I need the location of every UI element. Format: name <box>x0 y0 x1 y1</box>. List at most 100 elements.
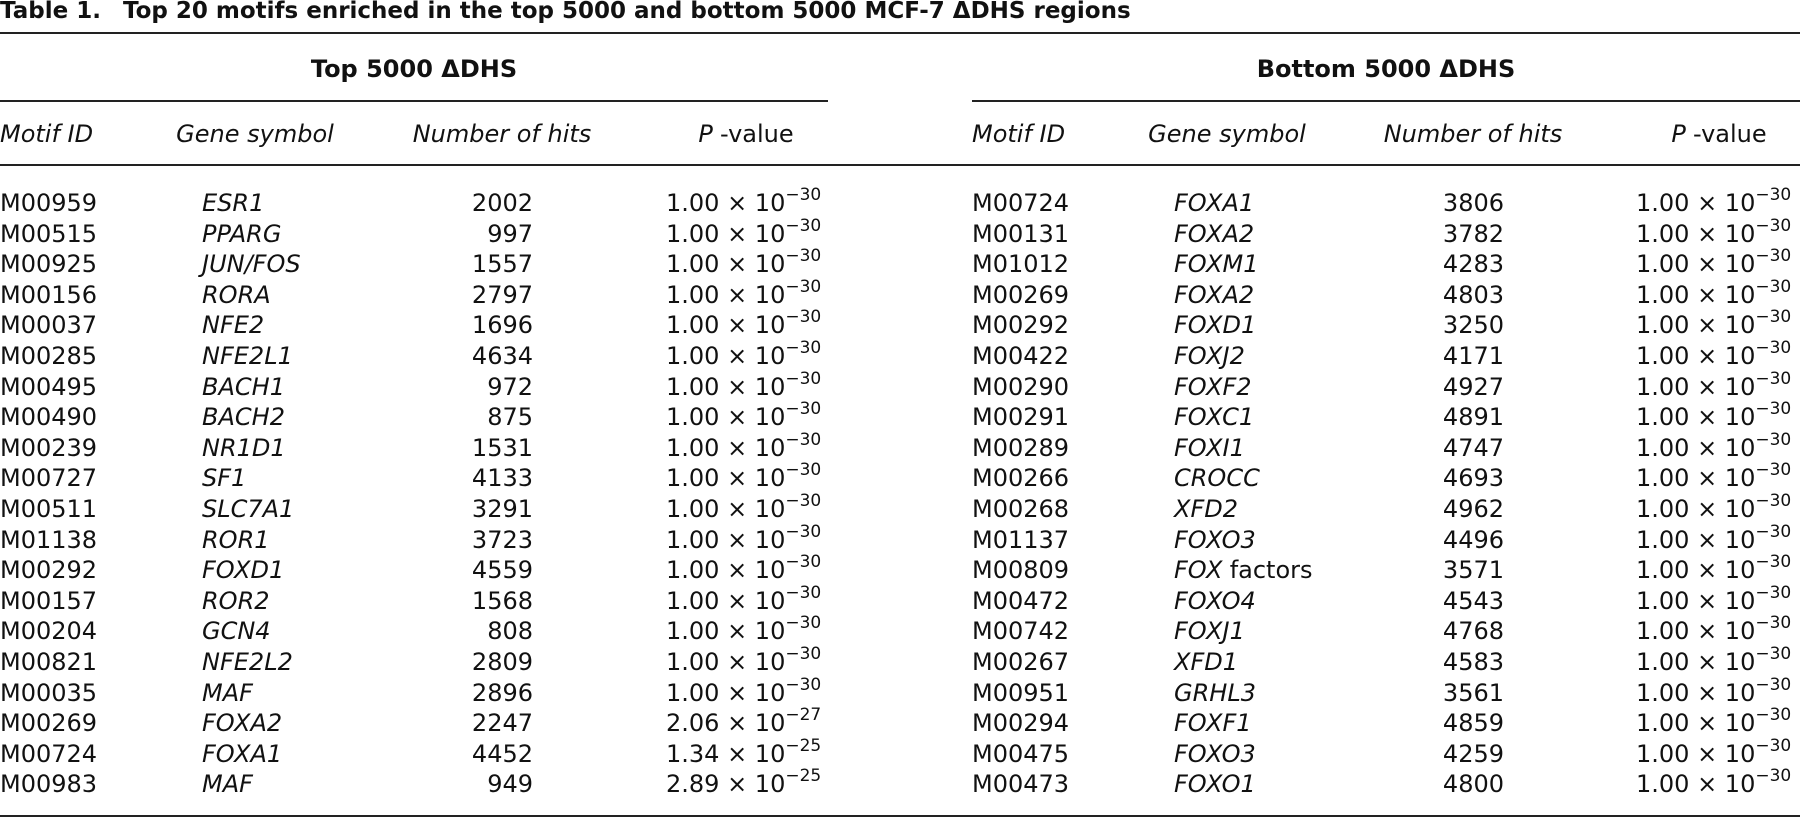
p-exponent: −30 <box>785 185 822 205</box>
p-coefficient: 1.00 × 10 <box>666 495 786 523</box>
p-coefficient: 1.00 × 10 <box>666 586 786 615</box>
hits: 875 <box>487 403 533 432</box>
p-coefficient: 1.00 × 10 <box>666 617 786 646</box>
p-value: 1.00 × 10−30 <box>666 399 821 435</box>
hits: 3571 <box>1442 556 1504 585</box>
hits: 4133 <box>471 464 533 493</box>
column-header: Number of hits <box>1384 119 1563 149</box>
text: FOXD1 <box>1174 311 1257 340</box>
p-exponent: −30 <box>1755 429 1792 450</box>
hits: 1568 <box>471 586 533 615</box>
text: ROR2 <box>202 586 270 615</box>
column-header: P -value <box>698 119 793 149</box>
motif-id: M00472 <box>972 586 1070 615</box>
text: ROR1 <box>202 525 270 554</box>
p-exponent: −30 <box>785 215 822 236</box>
p-value: 1.00 × 10−30 <box>1636 582 1792 619</box>
hits: 4803 <box>1442 280 1504 309</box>
p-exponent: −30 <box>1755 215 1792 236</box>
gene-symbol: ROR2 <box>202 586 270 616</box>
hits: 2809 <box>471 648 533 676</box>
p-value: 1.00 × 10−30 <box>1636 338 1791 374</box>
text: FOXJ1 <box>1174 617 1245 646</box>
hits: 3561 <box>1442 678 1504 707</box>
p-coefficient: 1.00 × 10 <box>1636 250 1756 279</box>
text: SF1 <box>202 464 247 493</box>
p-exponent: −30 <box>1755 735 1792 756</box>
hits: 4283 <box>1442 250 1504 279</box>
hits: 4800 <box>1442 770 1504 799</box>
p-coefficient: 1.00 × 10 <box>666 648 786 676</box>
text: ESR1 <box>202 189 265 217</box>
p-value: 1.00 × 10−30 <box>1636 491 1791 527</box>
gene-symbol: FOXD1 <box>202 555 284 585</box>
motif-id: M00727 <box>0 464 98 493</box>
p-exponent: −30 <box>1755 399 1792 420</box>
p-exponent: −30 <box>1755 276 1792 297</box>
p-exponent: −30 <box>785 674 822 695</box>
text: Number of hits <box>412 120 592 148</box>
motif-id: M00268 <box>972 495 1070 523</box>
p-exponent: −30 <box>1755 582 1792 603</box>
group-rule <box>0 100 828 102</box>
p-exponent: −30 <box>785 307 822 328</box>
column-header: Gene symbol <box>176 119 334 149</box>
gene-symbol: FOXJ2 <box>1174 341 1245 371</box>
p-coefficient: 1.00 × 10 <box>1636 709 1756 738</box>
motif-id: M00724 <box>0 739 98 768</box>
hits: 997 <box>487 219 533 248</box>
p-exponent: −30 <box>1755 674 1792 695</box>
p-value: 1.00 × 10−30 <box>1636 399 1792 435</box>
text: Gene symbol <box>1148 120 1306 148</box>
motif-id: M00742 <box>972 617 1070 646</box>
text: CROCC <box>1174 464 1260 493</box>
table-title: Table 1. Top 20 motifs enriched in the to… <box>0 0 1131 26</box>
gene-symbol: NR1D1 <box>202 433 286 463</box>
gene-symbol: XFD1 <box>1174 647 1238 677</box>
p-value: 1.00 × 10−30 <box>666 522 821 558</box>
group-title: Top 5000 ΔDHS <box>310 55 518 83</box>
motif-id: M00285 <box>0 342 98 370</box>
hits: 2896 <box>471 678 533 707</box>
motif-id: M00422 <box>972 342 1070 370</box>
text: XFD2 <box>1174 495 1238 523</box>
motif-id: M00290 <box>972 372 1070 401</box>
gene-symbol: JUN/FOS <box>202 249 301 279</box>
header-rule <box>0 164 1800 166</box>
gene-symbol: FOXO1 <box>1174 769 1256 799</box>
column-header: P -value <box>1671 119 1766 149</box>
p-value: 1.00 × 10−30 <box>1636 705 1791 741</box>
p-coefficient: 1.00 × 10 <box>1636 525 1756 554</box>
text: NFE2L1 <box>202 342 293 370</box>
motif-id: M00951 <box>972 678 1070 707</box>
motif-id: M00037 <box>0 311 98 340</box>
text: FOXM1 <box>1174 250 1259 279</box>
p-value: 1.00 × 10−30 <box>666 185 822 221</box>
hits: 4496 <box>1442 525 1504 554</box>
group-rule <box>972 100 1800 102</box>
motif-id: M00809 <box>972 556 1070 585</box>
motif-id: M00156 <box>0 280 98 309</box>
p-value: 1.00 × 10−30 <box>666 338 821 374</box>
p-coefficient: 1.00 × 10 <box>1636 433 1756 462</box>
gene-symbol: FOXA1 <box>1174 188 1254 218</box>
hits: 3723 <box>471 525 533 554</box>
hits: 808 <box>487 617 533 646</box>
p-value: 1.00 × 10−30 <box>1636 522 1791 558</box>
motif-id: M00511 <box>0 495 98 523</box>
motif-id: M00239 <box>0 433 98 462</box>
hits: 4859 <box>1442 709 1504 738</box>
p-coefficient: 1.00 × 10 <box>1636 372 1756 401</box>
p-coefficient: 1.00 × 10 <box>666 219 786 248</box>
p-coefficient: 1.00 × 10 <box>1636 648 1756 676</box>
bottom-rule <box>0 815 1800 817</box>
p-value: 1.00 × 10−30 <box>666 369 821 405</box>
p-exponent: −30 <box>785 276 822 297</box>
gene-symbol: NFE2L2 <box>202 647 293 677</box>
italic-part: P <box>1671 120 1686 148</box>
p-coefficient: 1.00 × 10 <box>666 556 786 585</box>
gene-symbol: FOXA2 <box>202 708 282 738</box>
p-exponent: −30 <box>1755 307 1792 328</box>
text: Motif ID <box>972 120 1066 148</box>
gene-symbol: FOXC1 <box>1174 402 1254 432</box>
